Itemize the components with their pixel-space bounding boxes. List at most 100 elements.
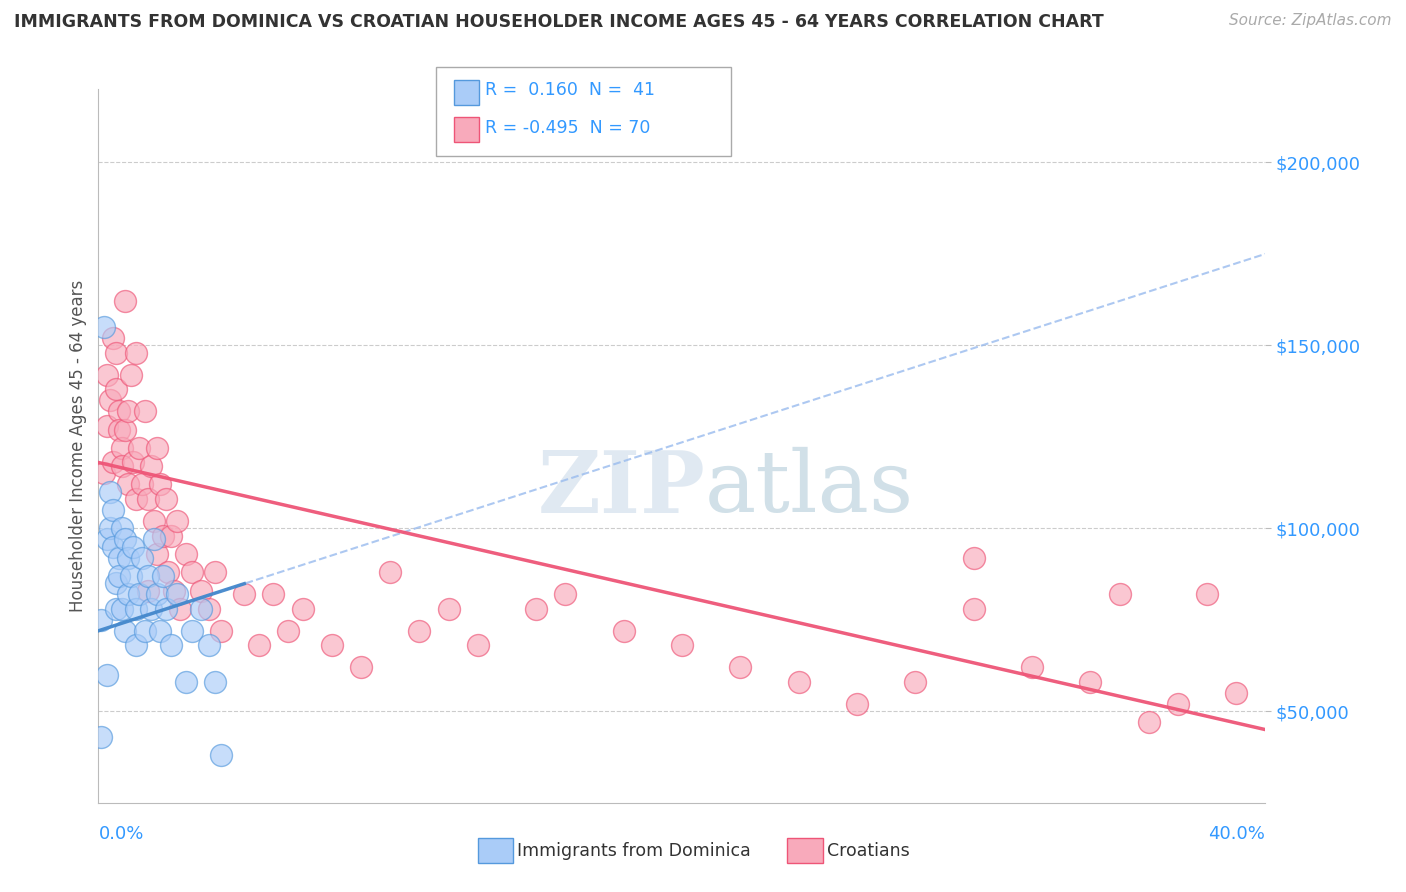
Point: [125, 491, 148, 506]
Point: [190, 602, 212, 616]
Point: [180, 566, 202, 580]
Text: Source: ZipAtlas.com: Source: ZipAtlas.com: [1229, 13, 1392, 29]
Point: [962, 550, 984, 565]
Point: [846, 697, 869, 711]
Point: [128, 587, 150, 601]
Text: atlas: atlas: [706, 447, 914, 531]
Point: [198, 639, 221, 653]
Point: [190, 583, 212, 598]
Text: R =  0.160  N =  41: R = 0.160 N = 41: [485, 81, 655, 99]
Point: [104, 345, 127, 359]
Point: [437, 602, 460, 616]
Point: [136, 583, 159, 598]
Point: [98, 484, 121, 499]
Point: [350, 660, 373, 674]
Point: [90, 730, 112, 744]
Point: [166, 587, 188, 601]
Point: [209, 748, 232, 763]
Point: [155, 491, 177, 506]
Point: [204, 566, 226, 580]
Point: [198, 602, 221, 616]
Point: [101, 540, 124, 554]
Point: [111, 441, 134, 455]
Point: [131, 550, 153, 565]
Point: [146, 547, 169, 561]
Point: [467, 639, 489, 653]
Point: [160, 529, 183, 543]
Point: [120, 569, 142, 583]
Point: [1167, 697, 1189, 711]
Point: [730, 660, 752, 674]
Point: [136, 569, 159, 583]
Text: IMMIGRANTS FROM DOMINICA VS CROATIAN HOUSEHOLDER INCOME AGES 45 - 64 YEARS CORRE: IMMIGRANTS FROM DOMINICA VS CROATIAN HOU…: [14, 13, 1104, 31]
Point: [204, 675, 226, 690]
Point: [117, 550, 139, 565]
Point: [125, 602, 148, 616]
Point: [108, 404, 131, 418]
Point: [98, 521, 121, 535]
Y-axis label: Householder Income Ages 45 - 64 years: Householder Income Ages 45 - 64 years: [69, 280, 87, 612]
Point: [380, 566, 402, 580]
Point: [134, 404, 156, 418]
Point: [277, 624, 299, 638]
Point: [93, 467, 115, 481]
Point: [142, 533, 165, 547]
Point: [671, 639, 693, 653]
Point: [1195, 587, 1218, 601]
Point: [904, 675, 927, 690]
Point: [128, 441, 150, 455]
Point: [1225, 686, 1247, 700]
Point: [787, 675, 810, 690]
Point: [122, 540, 145, 554]
Point: [108, 423, 131, 437]
Point: [149, 624, 172, 638]
Point: [120, 368, 142, 382]
Text: Immigrants from Dominica: Immigrants from Dominica: [517, 842, 751, 860]
Point: [233, 587, 256, 601]
Point: [114, 423, 136, 437]
Point: [146, 587, 169, 601]
Point: [117, 587, 139, 601]
Text: 40.0%: 40.0%: [1209, 825, 1265, 843]
Point: [111, 521, 134, 535]
Point: [104, 576, 127, 591]
Point: [408, 624, 430, 638]
Point: [117, 404, 139, 418]
Point: [93, 320, 115, 334]
Point: [101, 331, 124, 345]
Point: [114, 533, 136, 547]
Point: [180, 624, 202, 638]
Point: [108, 569, 131, 583]
Point: [101, 503, 124, 517]
Point: [174, 675, 197, 690]
Point: [262, 587, 284, 601]
Point: [142, 514, 165, 528]
Point: [111, 459, 134, 474]
Point: [122, 455, 145, 469]
Point: [134, 624, 156, 638]
Point: [174, 547, 197, 561]
Point: [163, 583, 186, 598]
Point: [152, 569, 174, 583]
Point: [96, 533, 118, 547]
Point: [96, 368, 118, 382]
Point: [612, 624, 634, 638]
Point: [114, 294, 136, 309]
Point: [131, 477, 153, 491]
Point: [125, 345, 148, 359]
Point: [117, 477, 139, 491]
Point: [524, 602, 547, 616]
Point: [98, 393, 121, 408]
Point: [155, 602, 177, 616]
Point: [1108, 587, 1130, 601]
Point: [96, 667, 118, 681]
Point: [139, 459, 162, 474]
Point: [1021, 660, 1043, 674]
Point: [111, 602, 134, 616]
Point: [157, 566, 180, 580]
Point: [169, 602, 191, 616]
Text: 0.0%: 0.0%: [98, 825, 143, 843]
Point: [247, 639, 270, 653]
Point: [139, 602, 162, 616]
Point: [962, 602, 984, 616]
